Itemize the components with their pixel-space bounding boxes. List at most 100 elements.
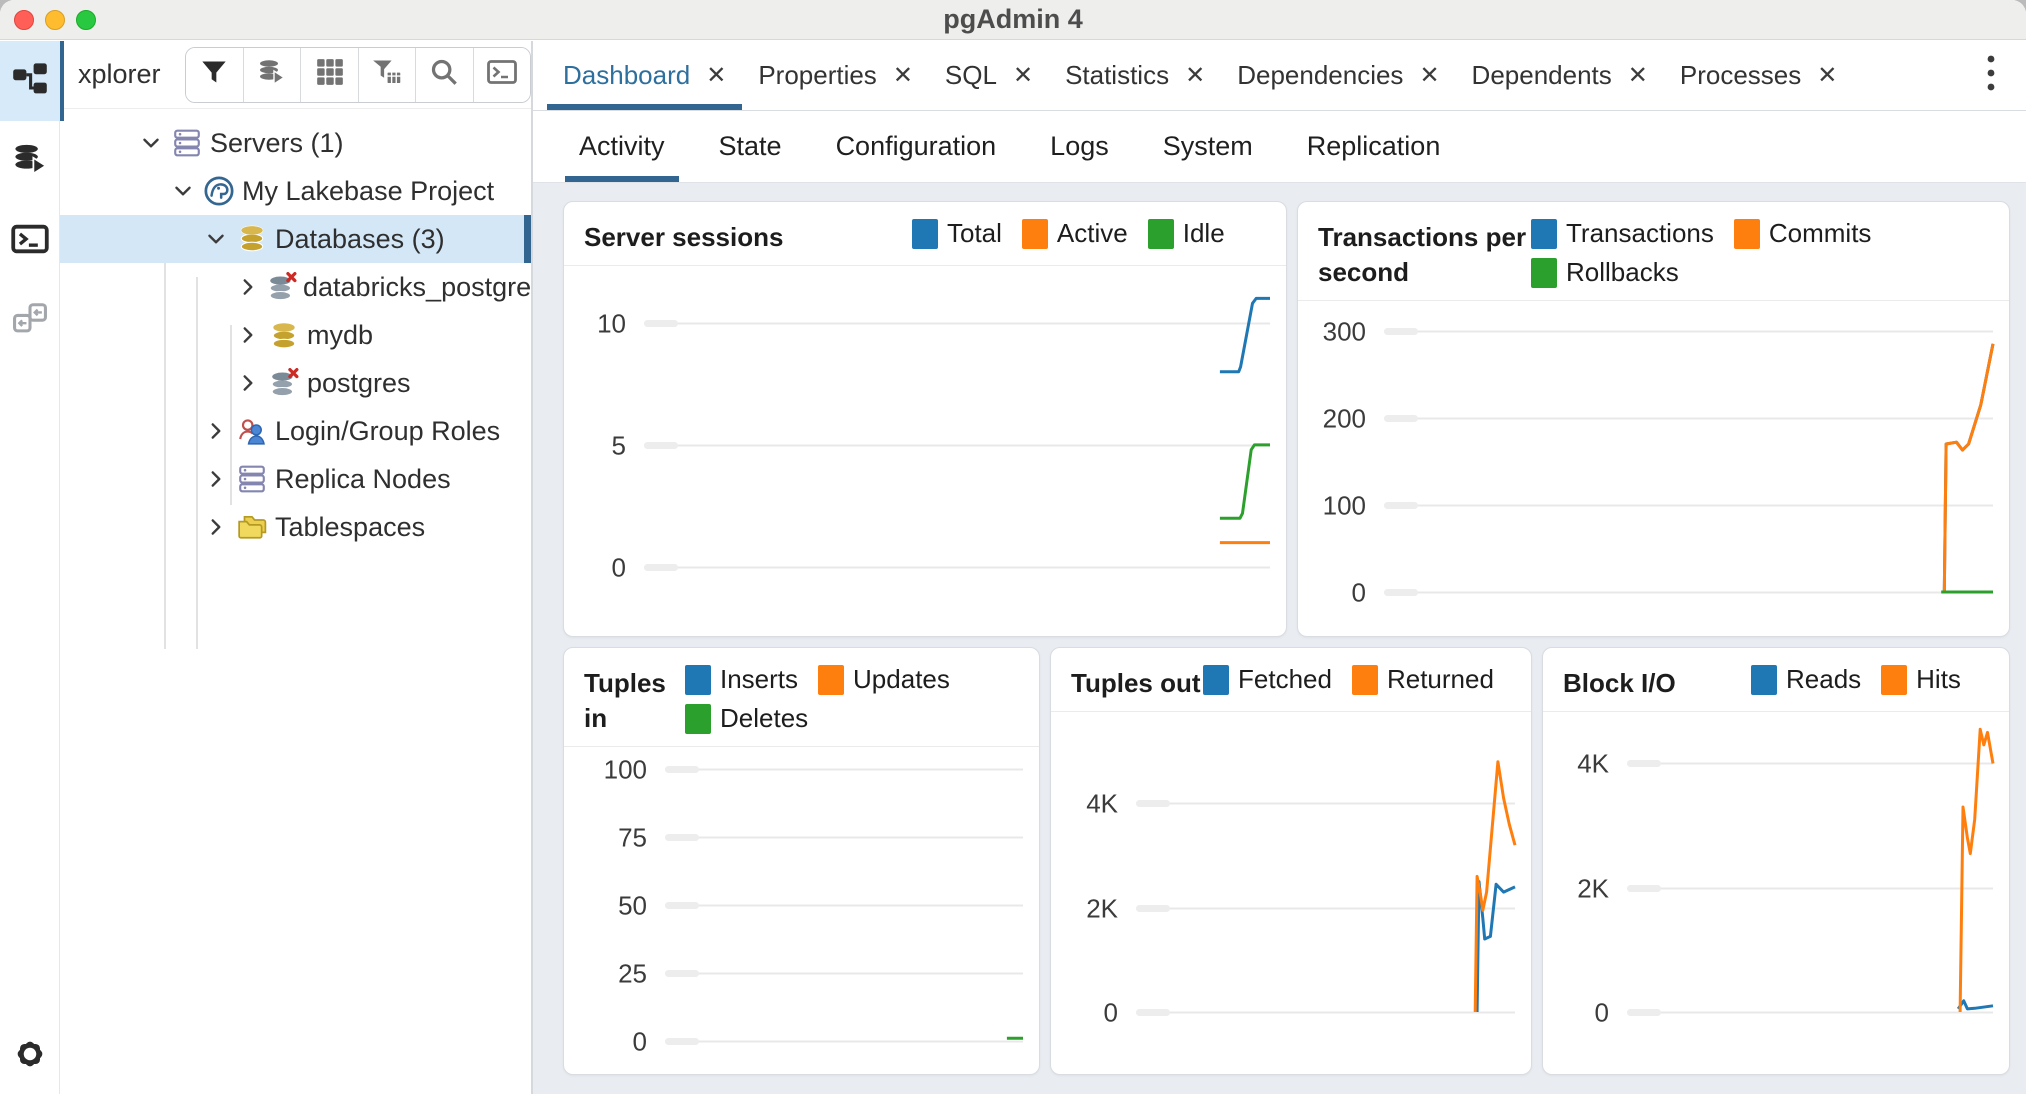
database-disconnected-icon [267,368,301,398]
legend-swatch-icon [1531,218,1557,249]
legend-swatch-icon [1751,664,1777,695]
postgres-server-icon [202,176,236,206]
tab-menu-button[interactable] [1956,41,2026,110]
legend-item: Rollbacks [1531,257,1679,288]
block-io-chart: 4K 2K 0 [1543,712,2009,1070]
filter-button[interactable] [185,47,243,102]
tab-properties[interactable]: Properties ✕ [758,60,913,90]
explorer-title: xplorer [78,59,161,89]
query-tool-button[interactable] [242,47,301,102]
close-icon[interactable]: ✕ [892,61,913,89]
rail-query-tool-tab[interactable] [0,121,60,201]
tree-guide-line [196,277,198,649]
tree-item-mydb[interactable]: mydb [60,311,531,359]
tree-item-label: My Lakebase Project [242,175,495,206]
legend-item: Active [1021,218,1128,249]
rail-psql-tool-tab[interactable] [0,201,60,281]
close-icon[interactable]: ✕ [1627,61,1648,89]
chevron-right-icon[interactable] [201,464,231,494]
subtab-logs[interactable]: Logs [1050,131,1109,161]
chevron-right-icon[interactable] [201,512,231,542]
svg-text:300: 300 [1323,317,1366,347]
subtab-configuration[interactable]: Configuration [835,131,997,161]
svg-text:0: 0 [612,553,626,583]
query-tool-icon [12,143,48,180]
close-icon[interactable]: ✕ [1419,61,1440,89]
tab-dependencies[interactable]: Dependencies ✕ [1237,60,1440,90]
tree-item-label: mydb [307,319,374,350]
tree-item-label: Replica Nodes [275,463,451,494]
tree-item-label: Databases (3) [275,223,445,254]
tab-dependents[interactable]: Dependents ✕ [1471,60,1648,90]
zoom-window-button[interactable] [76,10,96,30]
tree-item-label: Tablespaces [275,511,426,542]
window-title: pgAdmin 4 [943,4,1083,34]
tree-item-postgres[interactable]: postgres [60,359,531,407]
minimize-window-button[interactable] [45,10,65,30]
legend-item: Reads [1751,664,1861,695]
tab-statistics[interactable]: Statistics ✕ [1065,60,1206,90]
server-sessions-panel: Server sessions Total Active Idle 10 5 0 [563,201,1287,637]
svg-text:2K: 2K [1086,894,1118,924]
legend-label: Total [947,218,1002,248]
database-play-icon [257,58,287,91]
chevron-right-icon[interactable] [201,416,231,446]
legend-item: Transactions [1531,218,1714,249]
tab-sql[interactable]: SQL ✕ [944,60,1034,90]
filtered-rows-button[interactable] [357,47,416,102]
tree-item-databricks-postgres[interactable]: databricks_postgres [60,263,531,311]
chevron-down-icon[interactable] [136,128,166,158]
preferences-button[interactable] [0,1026,60,1086]
chevron-down-icon[interactable] [201,224,231,254]
legend-swatch-icon [1203,664,1229,695]
close-icon[interactable]: ✕ [706,61,727,89]
legend-label: Inserts [720,664,799,694]
rail-object-explorer-tab[interactable] [0,41,60,121]
tree-guide-line [164,229,166,649]
close-icon[interactable]: ✕ [1185,61,1206,89]
rail-schema-diff-tab[interactable] [0,281,60,361]
legend-item: Inserts [685,664,798,695]
legend-swatch-icon [1351,664,1378,695]
titlebar: pgAdmin 4 [0,0,2026,40]
tab-dashboard[interactable]: Dashboard ✕ [547,41,742,110]
svg-text:0: 0 [1352,578,1366,608]
chevron-right-icon[interactable] [233,368,263,398]
tree-item-replica-nodes[interactable]: Replica Nodes [60,455,531,503]
tree-item-databases[interactable]: Databases (3) [60,215,531,263]
subtab-replication[interactable]: Replication [1306,131,1441,161]
psql-terminal-icon [11,224,49,259]
tab-bar: Dashboard ✕ Properties ✕ SQL ✕ Statistic… [533,41,2026,111]
tree-item-servers[interactable]: Servers (1) [60,119,531,167]
legend-label: Fetched [1238,664,1332,694]
subtab-state[interactable]: State [718,131,782,161]
gear-icon [10,1034,50,1079]
tab-processes[interactable]: Processes ✕ [1679,60,1838,90]
legend-swatch-icon [685,703,711,734]
legend-label: Transactions [1566,218,1714,248]
close-icon[interactable]: ✕ [1012,61,1034,89]
close-icon[interactable]: ✕ [1817,61,1838,89]
chevron-right-icon[interactable] [233,272,263,302]
chart-legend: Fetched Returned [1203,664,1513,695]
object-explorer-panel: xplorer [60,41,533,1094]
svg-text:2K: 2K [1577,874,1609,904]
panel-title: Tuples out [1071,668,1201,698]
transactions-per-second-panel: Transactions per second Transactions Comm… [1297,201,2010,637]
svg-text:10: 10 [597,309,626,339]
legend-item: Deletes [685,703,808,734]
tree-item-login-group-roles[interactable]: Login/Group Roles [60,407,531,455]
tree-item-server-my-lakebase-project[interactable]: My Lakebase Project [60,167,531,215]
chevron-down-icon[interactable] [168,176,198,206]
subtab-system[interactable]: System [1162,131,1253,161]
tree-item-label: Login/Group Roles [275,415,501,446]
close-window-button[interactable] [14,10,34,30]
tree-item-tablespaces[interactable]: Tablespaces [60,503,531,551]
view-data-button[interactable] [300,47,358,102]
legend-swatch-icon [1733,218,1760,249]
svg-text:4K: 4K [1086,789,1118,819]
search-objects-button[interactable] [415,47,473,102]
psql-tool-button[interactable] [472,47,530,102]
chevron-right-icon[interactable] [233,320,263,350]
subtab-activity[interactable]: Activity [565,111,679,182]
